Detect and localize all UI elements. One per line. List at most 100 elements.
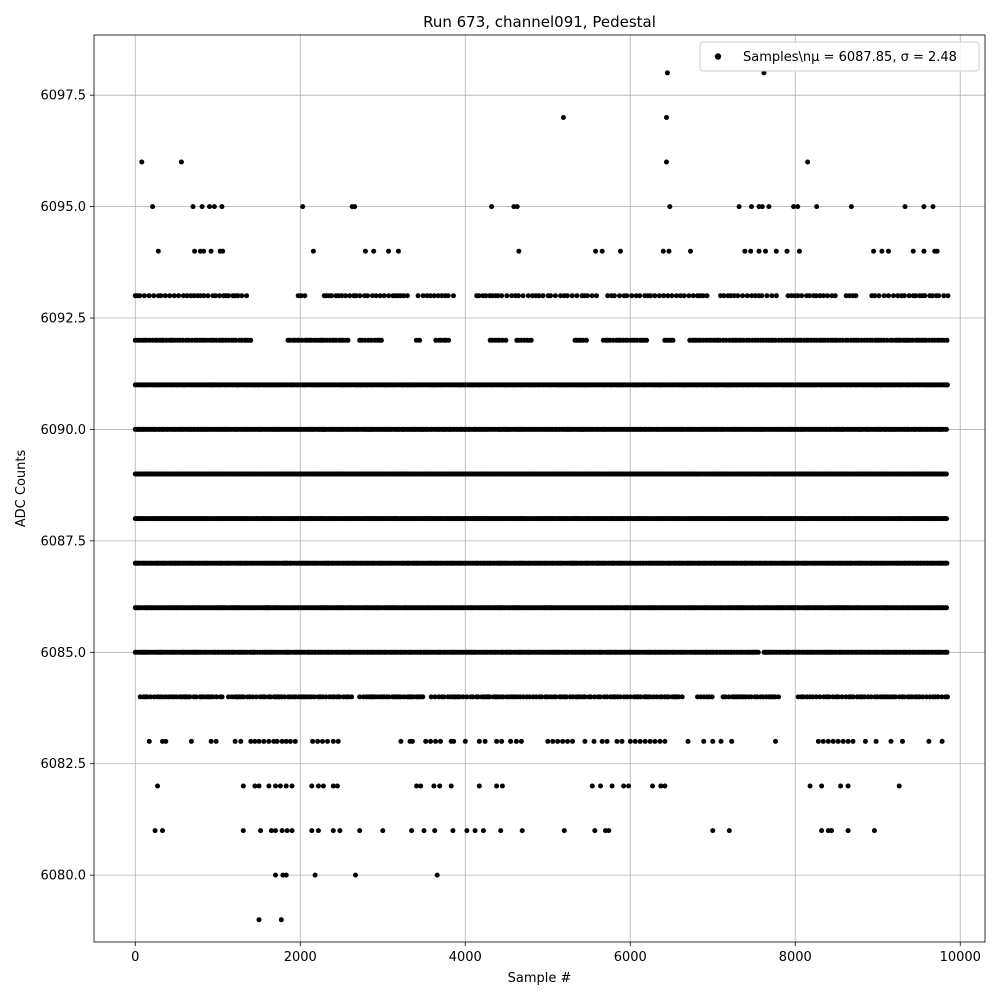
data-point (944, 426, 949, 432)
data-point (814, 204, 820, 210)
data-point (146, 293, 152, 299)
data-point (178, 159, 184, 165)
data-point (876, 293, 882, 299)
data-point (644, 337, 650, 343)
data-point (944, 605, 949, 611)
data-point (345, 337, 351, 343)
data-point (148, 694, 153, 700)
data-point (893, 694, 898, 700)
data-point (597, 694, 603, 700)
data-point (744, 293, 750, 299)
data-point (704, 293, 710, 299)
data-point (660, 248, 666, 254)
data-point (241, 694, 247, 700)
data-point (688, 248, 693, 254)
data-point (428, 694, 434, 700)
data-point (763, 248, 768, 254)
data-point (357, 694, 363, 700)
data-point (176, 293, 182, 299)
data-point (759, 293, 765, 299)
data-point (415, 293, 421, 299)
data-point (670, 337, 676, 343)
data-point (901, 694, 907, 700)
data-point (539, 694, 545, 700)
data-point (853, 293, 859, 299)
data-point (417, 337, 423, 343)
data-point (146, 738, 152, 744)
data-point (944, 560, 950, 566)
data-point (226, 694, 231, 700)
data-point (679, 694, 685, 700)
data-point (755, 649, 761, 655)
data-point (629, 293, 635, 299)
data-point (262, 694, 268, 700)
data-point (617, 293, 622, 299)
data-point (589, 293, 595, 299)
data-point (210, 694, 216, 700)
data-point (839, 694, 845, 700)
data-point (868, 694, 874, 700)
data-point (446, 337, 451, 343)
data-point (381, 293, 387, 299)
data-point (451, 293, 456, 299)
data-point (357, 293, 363, 299)
data-point (850, 694, 856, 700)
data-point (592, 694, 598, 700)
data-point (945, 293, 951, 299)
data-point (248, 337, 254, 343)
data-point (667, 204, 673, 210)
data-point (722, 694, 728, 700)
data-point (944, 337, 950, 343)
data-point (457, 694, 462, 700)
data-point (944, 382, 950, 388)
data-point (441, 694, 447, 700)
data-point (637, 293, 643, 299)
data-point (362, 248, 368, 254)
data-point (593, 248, 599, 254)
data-point (936, 293, 942, 299)
data-point (211, 204, 217, 210)
data-point (879, 248, 885, 254)
data-point (540, 293, 546, 299)
data-point (686, 293, 692, 299)
data-point (574, 293, 580, 299)
data-point (158, 293, 164, 299)
data-point (150, 204, 156, 210)
data-point (432, 694, 438, 700)
data-point (386, 293, 392, 299)
data-point (748, 248, 754, 254)
data-point (193, 694, 199, 700)
data-point (516, 248, 522, 254)
data-point (749, 204, 754, 210)
data-point (748, 694, 754, 700)
data-point (638, 694, 644, 700)
data-point (253, 694, 259, 700)
data-point (824, 293, 830, 299)
data-point (155, 248, 161, 254)
data-point (564, 293, 570, 299)
data-point (766, 204, 772, 210)
data-point (801, 694, 806, 700)
data-point (742, 248, 748, 254)
data-point (921, 248, 927, 254)
data-point (799, 293, 805, 299)
data-point (901, 293, 907, 299)
data-point (935, 694, 941, 700)
data-point (244, 293, 250, 299)
data-point (795, 204, 801, 210)
data-point (171, 293, 177, 299)
data-point (514, 204, 520, 210)
data-point (666, 694, 672, 700)
data-point (944, 516, 949, 522)
data-point (652, 293, 658, 299)
data-point (139, 159, 145, 165)
data-point (796, 248, 802, 254)
data-point (773, 248, 779, 254)
data-point (835, 694, 841, 700)
data-point (528, 337, 534, 343)
data-point (666, 248, 672, 254)
data-point (207, 204, 212, 210)
data-point (250, 694, 256, 700)
